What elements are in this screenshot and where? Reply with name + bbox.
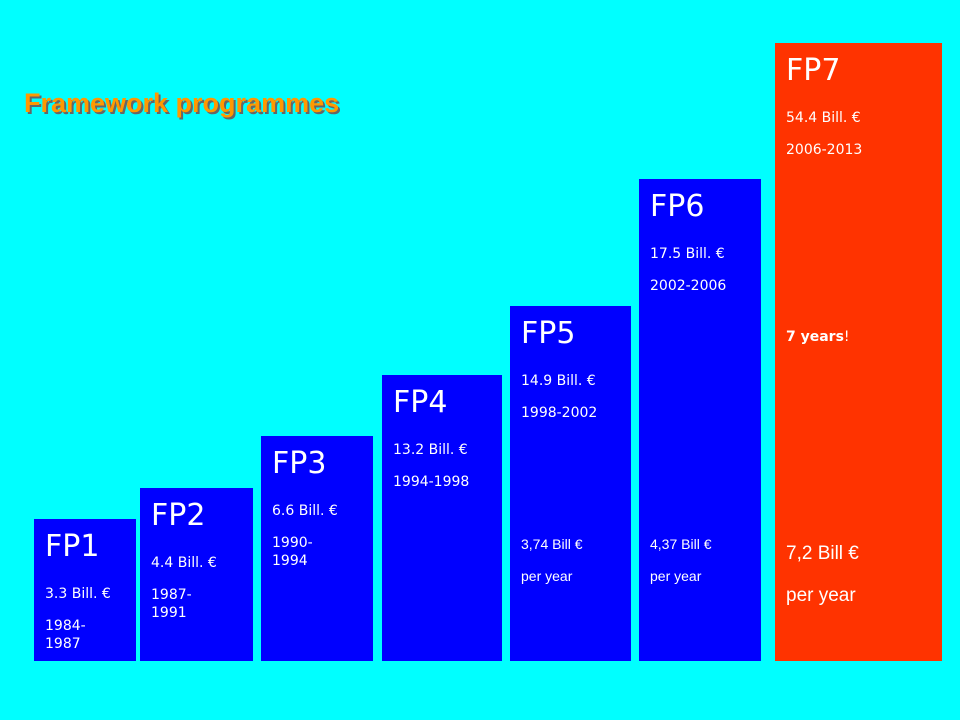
bar-budget: 6.6 Bill. € (272, 503, 338, 519)
bar-budget: 14.9 Bill. € (521, 373, 596, 389)
bar-period: 1984- 1987 (45, 618, 86, 652)
bar-period: 1990- 1994 (272, 535, 313, 569)
bar-period: 1994-1998 (393, 474, 470, 490)
bar-fp2: FP2 4.4 Bill. € 1987- 1991 (140, 488, 253, 661)
bar-per-year: 7,2 Bill € per year (786, 543, 859, 606)
bar-fp6: FP6 17.5 Bill. € 2002-2006 4,37 Bill € per … (639, 179, 761, 661)
bar-label: FP2 (151, 498, 206, 533)
bar-budget: 54.4 Bill. € (786, 110, 861, 126)
bar-fp3: FP3 6.6 Bill. € 1990- 1994 (261, 436, 373, 661)
bar-budget: 17.5 Bill. € (650, 246, 725, 262)
bar-label: FP6 (650, 189, 705, 224)
bar-period: 1987- 1991 (151, 587, 192, 621)
bar-period: 2006-2013 (786, 142, 863, 158)
bar-budget: 4.4 Bill. € (151, 555, 217, 571)
bar-per-year: 3,74 Bill € per year (521, 536, 583, 584)
bar-label: FP5 (521, 316, 576, 351)
bar-label: FP1 (45, 529, 100, 564)
chart-title: Framework programmes (24, 88, 340, 118)
bar-period: 1998-2002 (521, 405, 598, 421)
bar-period: 2002-2006 (650, 278, 727, 294)
bar-fp7: FP7 54.4 Bill. € 2006-2013 7 years! 7,2 Bill… (775, 43, 942, 661)
bar-budget: 13.2 Bill. € (393, 442, 468, 458)
bar-note-emphasis: 7 years (786, 329, 844, 345)
bar-label: FP4 (393, 385, 448, 420)
bar-label: FP7 (786, 53, 841, 88)
bar-label: FP3 (272, 446, 327, 481)
bar-fp1: FP1 3.3 Bill. € 1984- 1987 (34, 519, 136, 661)
bar-fp4: FP4 13.2 Bill. € 1994-1998 (382, 375, 502, 661)
bar-budget: 3.3 Bill. € (45, 586, 111, 602)
bar-per-year: 4,37 Bill € per year (650, 536, 712, 584)
bar-fp5: FP5 14.9 Bill. € 1998-2002 3,74 Bill € per … (510, 306, 631, 661)
bar-note: 7 years! (786, 329, 850, 345)
bar-note-rest: ! (843, 329, 850, 345)
